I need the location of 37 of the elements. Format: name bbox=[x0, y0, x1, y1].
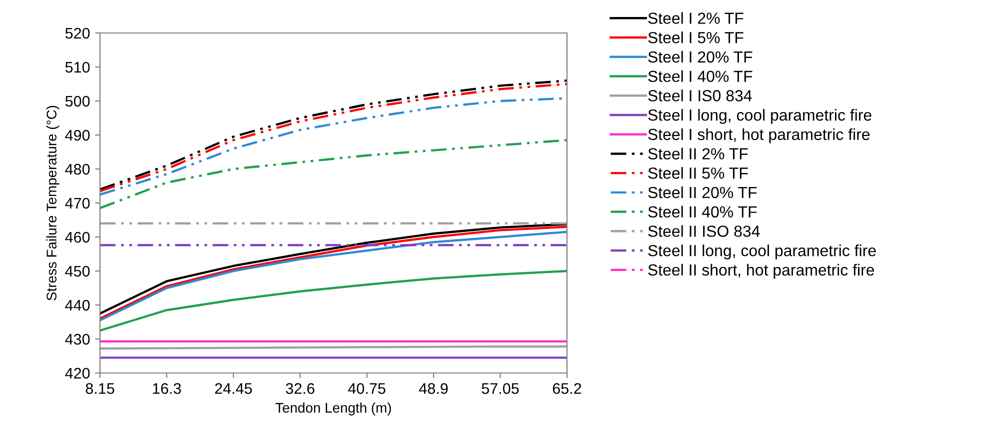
y-tick-label: 420 bbox=[65, 368, 90, 379]
legend-label: Steel I 2% TF bbox=[648, 12, 744, 24]
legend-label: Steel II 40% TF bbox=[648, 206, 757, 218]
line-series bbox=[100, 138, 567, 210]
legend-label: Steel II long, cool parametric fire bbox=[648, 244, 876, 260]
y-tick-label: 430 bbox=[65, 334, 90, 345]
y-tick-label: 480 bbox=[65, 164, 90, 175]
legend-label: Steel II ISO 834 bbox=[648, 225, 760, 237]
y-tick-label: 440 bbox=[65, 300, 90, 311]
y-tick-label: 490 bbox=[65, 130, 90, 141]
legend-label: Steel I IS0 834 bbox=[648, 90, 752, 102]
legend-label: Steel I 20% TF bbox=[648, 50, 752, 63]
y-tick-label: 470 bbox=[65, 198, 90, 209]
x-tick-label: 24.45 bbox=[215, 383, 252, 394]
x-tick-label: 48.9 bbox=[419, 383, 448, 394]
y-tick-label: 450 bbox=[65, 266, 90, 277]
line-series bbox=[100, 270, 567, 332]
y-tick-label: 500 bbox=[65, 96, 90, 107]
legend-label: Steel I short, hot parametric fire bbox=[648, 128, 870, 144]
y-tick-label: 460 bbox=[65, 232, 90, 243]
y-tick-label: 520 bbox=[65, 28, 90, 39]
legend-label: Steel II 2% TF bbox=[648, 148, 748, 160]
x-axis-title: Tendon Length (m) bbox=[276, 402, 391, 416]
x-tick-label: 32.6 bbox=[286, 383, 314, 394]
legend-label: Steel I long, cool parametric fire bbox=[648, 108, 872, 124]
y-tick-label: 510 bbox=[65, 62, 90, 73]
legend-label: Steel I 5% TF bbox=[648, 32, 744, 44]
x-tick-label: 40.75 bbox=[348, 383, 386, 394]
x-tick-label: 65.2 bbox=[552, 383, 582, 394]
y-axis-title: Stress Failure Temperature (°C) bbox=[46, 106, 60, 300]
legend-label: Steel II 20% TF bbox=[648, 186, 757, 198]
x-tick-label: 8.15 bbox=[86, 383, 114, 394]
legend-label: Steel I 40% TF bbox=[648, 70, 752, 82]
x-tick-label: 57.05 bbox=[482, 383, 519, 394]
x-tick-label: 16.3 bbox=[153, 383, 181, 394]
legend-label: Steel II short, hot parametric fire bbox=[648, 264, 874, 279]
legend-label: Steel II 5% TF bbox=[648, 167, 748, 179]
